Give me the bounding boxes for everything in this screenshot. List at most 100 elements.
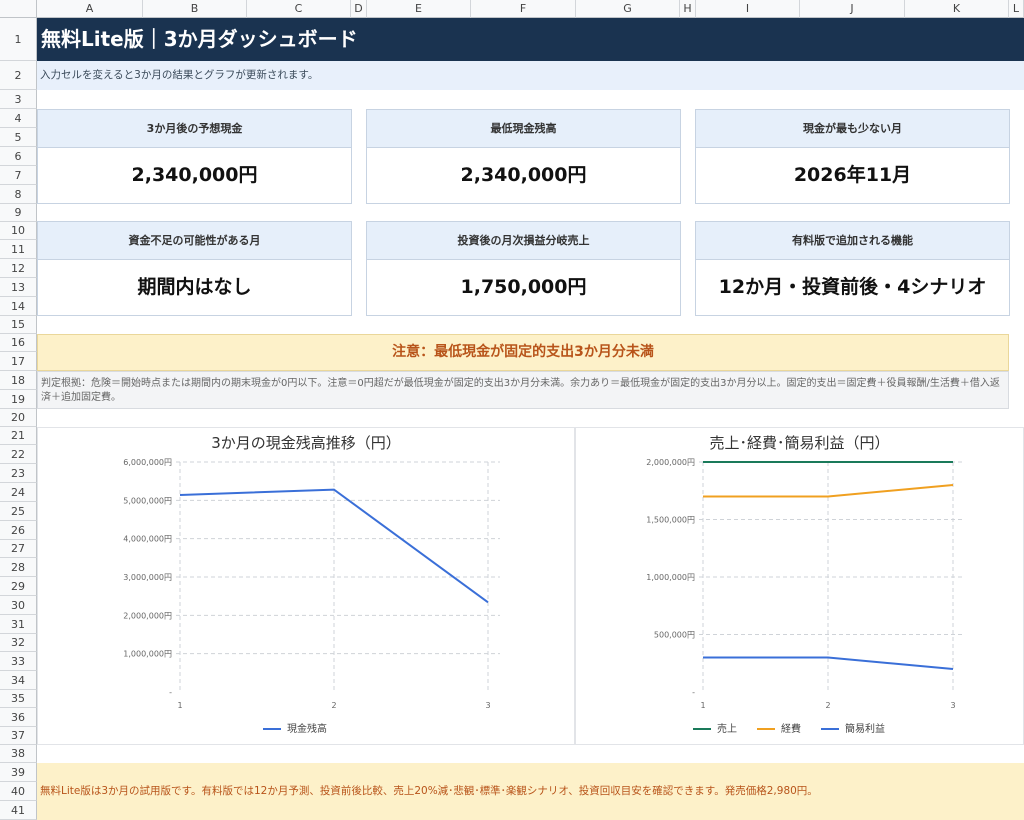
x-tick-label: 3 [485,701,490,710]
chart-title: 3か月の現金残高推移（円） [211,434,401,452]
select-all-corner[interactable] [0,0,37,18]
kpi-card-paid-features[interactable]: 有料版で追加される機能 12か月・投資前後・4シナリオ [695,221,1010,316]
chart-svg: - 500,000円 1,000,000円 1,500,000円 2,000,000円 1… [646,458,965,735]
chart-sales-expense-profit[interactable]: 売上･経費･簡易利益（円） - 500,000円 1,000,000円 1,500,0… [575,427,1024,745]
row-header-1[interactable]: 1 [0,18,37,61]
row-header-16[interactable]: 16 [0,334,37,352]
y-tick-label: 6,000,000円 [123,458,172,467]
y-tick-label: 2,000,000円 [123,611,172,620]
x-tick-label: 3 [950,701,955,710]
row-header-26[interactable]: 26 [0,521,37,540]
column-header-c[interactable]: C [247,0,351,18]
row-header-5[interactable]: 5 [0,128,37,147]
row-header-13[interactable]: 13 [0,278,37,297]
column-header-h[interactable]: H [680,0,696,18]
row-header-25[interactable]: 25 [0,502,37,521]
series-line-現金残高 [179,488,489,604]
row-header-37[interactable]: 37 [0,727,37,745]
row-header-27[interactable]: 27 [0,540,37,558]
row-header-3[interactable]: 3 [0,90,37,109]
column-header-a[interactable]: A [37,0,143,18]
row-header-33[interactable]: 33 [0,652,37,671]
column-header-f[interactable]: F [471,0,576,18]
row-header-32[interactable]: 32 [0,634,37,652]
row-header-17[interactable]: 17 [0,352,37,371]
row-header-21[interactable]: 21 [0,427,37,445]
column-header-g[interactable]: G [576,0,680,18]
row-header-36[interactable]: 36 [0,708,37,727]
kpi-label: 資金不足の可能性がある月 [38,222,351,260]
kpi-label: 現金が最も少ない月 [696,110,1009,148]
x-tick-label: 2 [331,701,336,710]
kpi-card-lowest-month[interactable]: 現金が最も少ない月 2026年11月 [695,109,1010,204]
row-header-12[interactable]: 12 [0,259,37,278]
row-header-8[interactable]: 8 [0,185,37,204]
row-header-30[interactable]: 30 [0,596,37,615]
row-header-10[interactable]: 10 [0,222,37,240]
column-header-i[interactable]: I [696,0,800,18]
y-tick-label: 1,000,000円 [123,650,172,659]
row-header-29[interactable]: 29 [0,577,37,596]
kpi-card-breakeven[interactable]: 投資後の月次損益分岐売上 1,750,000円 [366,221,681,316]
column-header-k[interactable]: K [905,0,1009,18]
x-tick-label: 1 [700,701,705,710]
kpi-value: 2,340,000円 [460,164,587,186]
y-tick-label: - [692,688,695,697]
row-header-18[interactable]: 18 [0,371,37,390]
kpi-card-shortage-month[interactable]: 資金不足の可能性がある月 期間内はなし [37,221,352,316]
row-header-40[interactable]: 40 [0,782,37,801]
row-header-34[interactable]: 34 [0,671,37,690]
row-header-41[interactable]: 41 [0,801,37,820]
y-tick-label: 500,000円 [654,631,695,640]
kpi-card-min-cash[interactable]: 最低現金残高 2,340,000円 [366,109,681,204]
row-header-28[interactable]: 28 [0,558,37,577]
kpi-value: 2,340,000円 [131,164,258,186]
dashboard-title[interactable]: 無料Lite版｜3か月ダッシュボード [37,18,1024,61]
y-tick-label: - [169,688,172,697]
kpi-label: 投資後の月次損益分岐売上 [367,222,680,260]
row-header-22[interactable]: 22 [0,445,37,464]
legend-label: 売上 [717,722,737,735]
row-header-2[interactable]: 2 [0,61,37,90]
y-tick-label: 2,000,000円 [646,458,695,467]
x-tick-label: 2 [825,701,830,710]
row-header-19[interactable]: 19 [0,390,37,409]
column-header-e[interactable]: E [367,0,471,18]
kpi-card-cash-3months[interactable]: 3か月後の予想現金 2,340,000円 [37,109,352,204]
row-header-24[interactable]: 24 [0,483,37,502]
row-header-31[interactable]: 31 [0,615,37,634]
row-header-11[interactable]: 11 [0,240,37,259]
row-header-15[interactable]: 15 [0,316,37,334]
row-header-9[interactable]: 9 [0,204,37,222]
row-header-20[interactable]: 20 [0,409,37,427]
alert-note[interactable]: 判定根拠：危険＝開始時点または期間内の期末現金が0円以下。注意＝0円超だが最低現… [37,371,1009,409]
kpi-value: 12か月・投資前後・4シナリオ [718,276,987,298]
chart-title: 売上･経費･簡易利益（円） [709,434,890,452]
row-header-14[interactable]: 14 [0,297,37,316]
column-header-j[interactable]: J [800,0,905,18]
row-header-38[interactable]: 38 [0,745,37,763]
kpi-label: 最低現金残高 [367,110,680,148]
legend-label: 経費 [781,722,801,735]
kpi-value: 2026年11月 [793,164,912,186]
dashboard-subtitle[interactable]: 入力セルを変えると3か月の結果とグラフが更新されます。 [37,61,1024,90]
row-header-4[interactable]: 4 [0,109,37,128]
series-line-簡易利益 [703,656,954,670]
footer-note[interactable]: 無料Lite版は3か月の試用版です。有料版では12か月予測、投資前後比較、売上2… [37,763,1024,820]
alert-banner[interactable]: 注意：最低現金が固定的支出3か月分未満 [37,334,1009,371]
legend-label: 簡易利益 [845,722,885,735]
series-line-経費 [703,484,954,498]
row-header-6[interactable]: 6 [0,147,37,166]
column-header-b[interactable]: B [143,0,247,18]
column-header-d[interactable]: D [351,0,367,18]
kpi-label: 3か月後の予想現金 [38,110,351,148]
y-tick-label: 4,000,000円 [123,535,172,544]
column-header-l[interactable]: L [1009,0,1024,18]
chart-cash-balance[interactable]: 3か月の現金残高推移（円） - 1,000,000円 2,000,000円 3,000… [37,427,575,745]
row-header-39[interactable]: 39 [0,763,37,782]
row-header-7[interactable]: 7 [0,166,37,185]
y-tick-label: 1,500,000円 [646,516,695,525]
row-header-23[interactable]: 23 [0,464,37,483]
row-header-35[interactable]: 35 [0,690,37,708]
